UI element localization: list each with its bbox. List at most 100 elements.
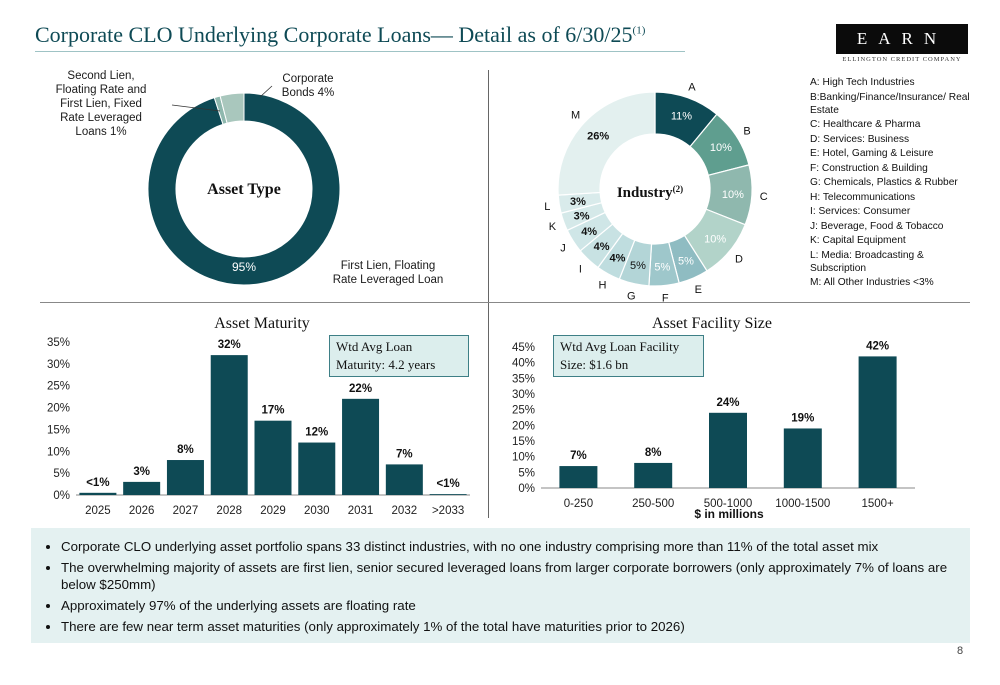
industry-slice-value-label: 5% xyxy=(678,256,694,268)
y-tick-label: 10% xyxy=(47,446,70,458)
industry-slice-letter: M xyxy=(571,109,580,121)
bar-data-label: 12% xyxy=(305,427,328,439)
industry-legend-item: M: All Other Industries <3% xyxy=(810,277,934,288)
x-tick-label: 1000-1500 xyxy=(775,498,830,510)
industry-legend-item: E: Hotel, Gaming & Leisure xyxy=(810,148,934,159)
facility-x-axis-label: $ in millions xyxy=(694,507,764,521)
asset-type-slice xyxy=(219,92,245,124)
y-tick-label: 20% xyxy=(47,403,70,415)
industry-slice-letter: C xyxy=(760,191,768,203)
bar xyxy=(385,464,423,495)
x-tick-label: 500-1000 xyxy=(704,498,753,510)
corporate-bonds-label: Corporate Bonds 4% xyxy=(281,73,335,99)
industry-slice-letter: E xyxy=(695,284,702,296)
industry-legend-item: G: Chemicals, Plastics & Rubber xyxy=(810,177,958,188)
industry-slice-value-label: 10% xyxy=(704,234,726,246)
industry-legend: A: High Tech Industries B:Banking/Finance… xyxy=(810,76,980,291)
asset-type-first-lien-value: 95% xyxy=(232,260,256,274)
page-title-text: Corporate CLO Underlying Corporate Loans… xyxy=(35,22,633,47)
asset-facility-size-bar-chart: Asset Facility Size 0% 5% 10% 15% 20% 25% 30% 3… xyxy=(512,315,915,521)
industry-slice-letter: D xyxy=(735,253,743,265)
industry-slice-value-label: 3% xyxy=(574,210,590,222)
x-tick-label: 1500+ xyxy=(861,498,894,510)
bar xyxy=(559,466,598,488)
notes-panel: Corporate CLO underlying asset portfolio… xyxy=(31,528,970,643)
asset-type-slice xyxy=(147,92,341,286)
bar xyxy=(254,420,292,495)
vertical-divider xyxy=(488,70,489,518)
y-tick-label: 10% xyxy=(512,452,535,464)
page-title-footnote: (1) xyxy=(632,24,646,37)
bar-data-label: 42% xyxy=(866,340,889,352)
y-tick-label: 35% xyxy=(47,337,70,349)
industry-slice-value-label: 5% xyxy=(630,260,646,272)
bar xyxy=(709,412,747,488)
bar-data-label: 22% xyxy=(349,383,372,395)
industry-slice-value-label: 11% xyxy=(671,111,692,123)
note-item: Approximately 97% of the underlying asse… xyxy=(61,597,970,614)
bar-data-label: 7% xyxy=(570,450,587,462)
bar-data-label: <1% xyxy=(86,477,109,489)
industry-slice-letter: G xyxy=(627,290,636,302)
bar xyxy=(858,356,897,488)
industry-slice-letter: F xyxy=(662,293,669,305)
page-title: Corporate CLO Underlying Corporate Loans… xyxy=(35,22,645,48)
industry-legend-item: I: Services: Consumer xyxy=(810,206,911,217)
industry-legend-item: L: Media: Broadcasting & Subscription xyxy=(810,249,924,274)
y-tick-label: 5% xyxy=(518,467,535,479)
bar-data-label: 32% xyxy=(218,339,241,351)
bar-data-label: 8% xyxy=(645,447,662,459)
industry-slice-value-label: 10% xyxy=(710,142,732,154)
y-tick-label: 20% xyxy=(512,420,535,432)
page-number: 8 xyxy=(957,645,964,657)
industry-slice-value-label: 4% xyxy=(609,252,625,264)
maturity-annotation-line2: Maturity: 4.2 years xyxy=(336,357,436,372)
y-tick-label: 40% xyxy=(512,358,535,370)
industry-slice-letter: A xyxy=(688,81,696,93)
x-tick-label: >2033 xyxy=(432,505,464,517)
industry-slice-value-label: 5% xyxy=(654,262,670,274)
y-tick-label: 30% xyxy=(512,389,535,401)
asset-maturity-bar-chart: Asset Maturity 0% 5% 10% 15% 20% 25% 30% 35% <1… xyxy=(47,315,470,517)
bar xyxy=(210,355,248,495)
facility-annotation-line2: Size: $1.6 bn xyxy=(560,357,629,372)
bar xyxy=(429,494,467,495)
bar xyxy=(79,492,117,495)
industry-legend-item: A: High Tech Industries xyxy=(810,77,915,88)
bar-data-label: 24% xyxy=(716,397,739,409)
bar xyxy=(123,481,161,495)
x-tick-label: 2029 xyxy=(260,505,286,517)
bar-data-label: 19% xyxy=(791,412,814,424)
industry-slice-value-label: 26% xyxy=(587,131,609,143)
x-tick-label: 250-500 xyxy=(632,498,674,510)
facility-annotation-line1: Wtd Avg Loan Facility xyxy=(560,339,680,354)
industry-legend-item: B:Banking/Finance/Insurance/ Real Estate xyxy=(810,91,970,116)
bar-data-label: 8% xyxy=(177,444,194,456)
industry-slice-letter: L xyxy=(544,201,550,213)
industry-legend-item: D: Services: Business xyxy=(810,133,910,145)
bar-data-label: 3% xyxy=(133,466,150,478)
x-tick-label: 2028 xyxy=(216,505,242,517)
logo-tagline: ELLINGTON CREDIT COMPANY xyxy=(842,56,962,63)
x-tick-label: 2030 xyxy=(304,505,330,517)
bar xyxy=(342,398,380,495)
maturity-annotation-box: Wtd Avg Loan Maturity: 4.2 years xyxy=(329,335,469,377)
asset-type-donut-chart: Asset Type 95% xyxy=(147,85,341,286)
asset-type-center-title: Asset Type xyxy=(207,181,281,198)
industry-slice-letter: J xyxy=(560,242,566,254)
note-item: The overwhelming majority of assets are … xyxy=(61,559,970,593)
y-tick-label: 45% xyxy=(512,342,535,354)
x-tick-label: 2031 xyxy=(348,505,374,517)
y-tick-label: 5% xyxy=(53,468,70,480)
x-tick-label: 2025 xyxy=(85,505,111,517)
bar-data-label: 7% xyxy=(396,448,413,460)
y-tick-label: 25% xyxy=(47,381,70,393)
industry-slice-letter: I xyxy=(579,263,582,275)
y-tick-label: 0% xyxy=(53,490,70,502)
y-tick-label: 0% xyxy=(518,483,535,495)
horizontal-divider xyxy=(40,302,970,303)
facility-annotation-box: Wtd Avg Loan Facility Size: $1.6 bn xyxy=(553,335,704,377)
industry-slice-value-label: 10% xyxy=(722,189,744,201)
bar-data-label: <1% xyxy=(436,478,459,490)
earn-logo: EARN xyxy=(836,24,968,54)
